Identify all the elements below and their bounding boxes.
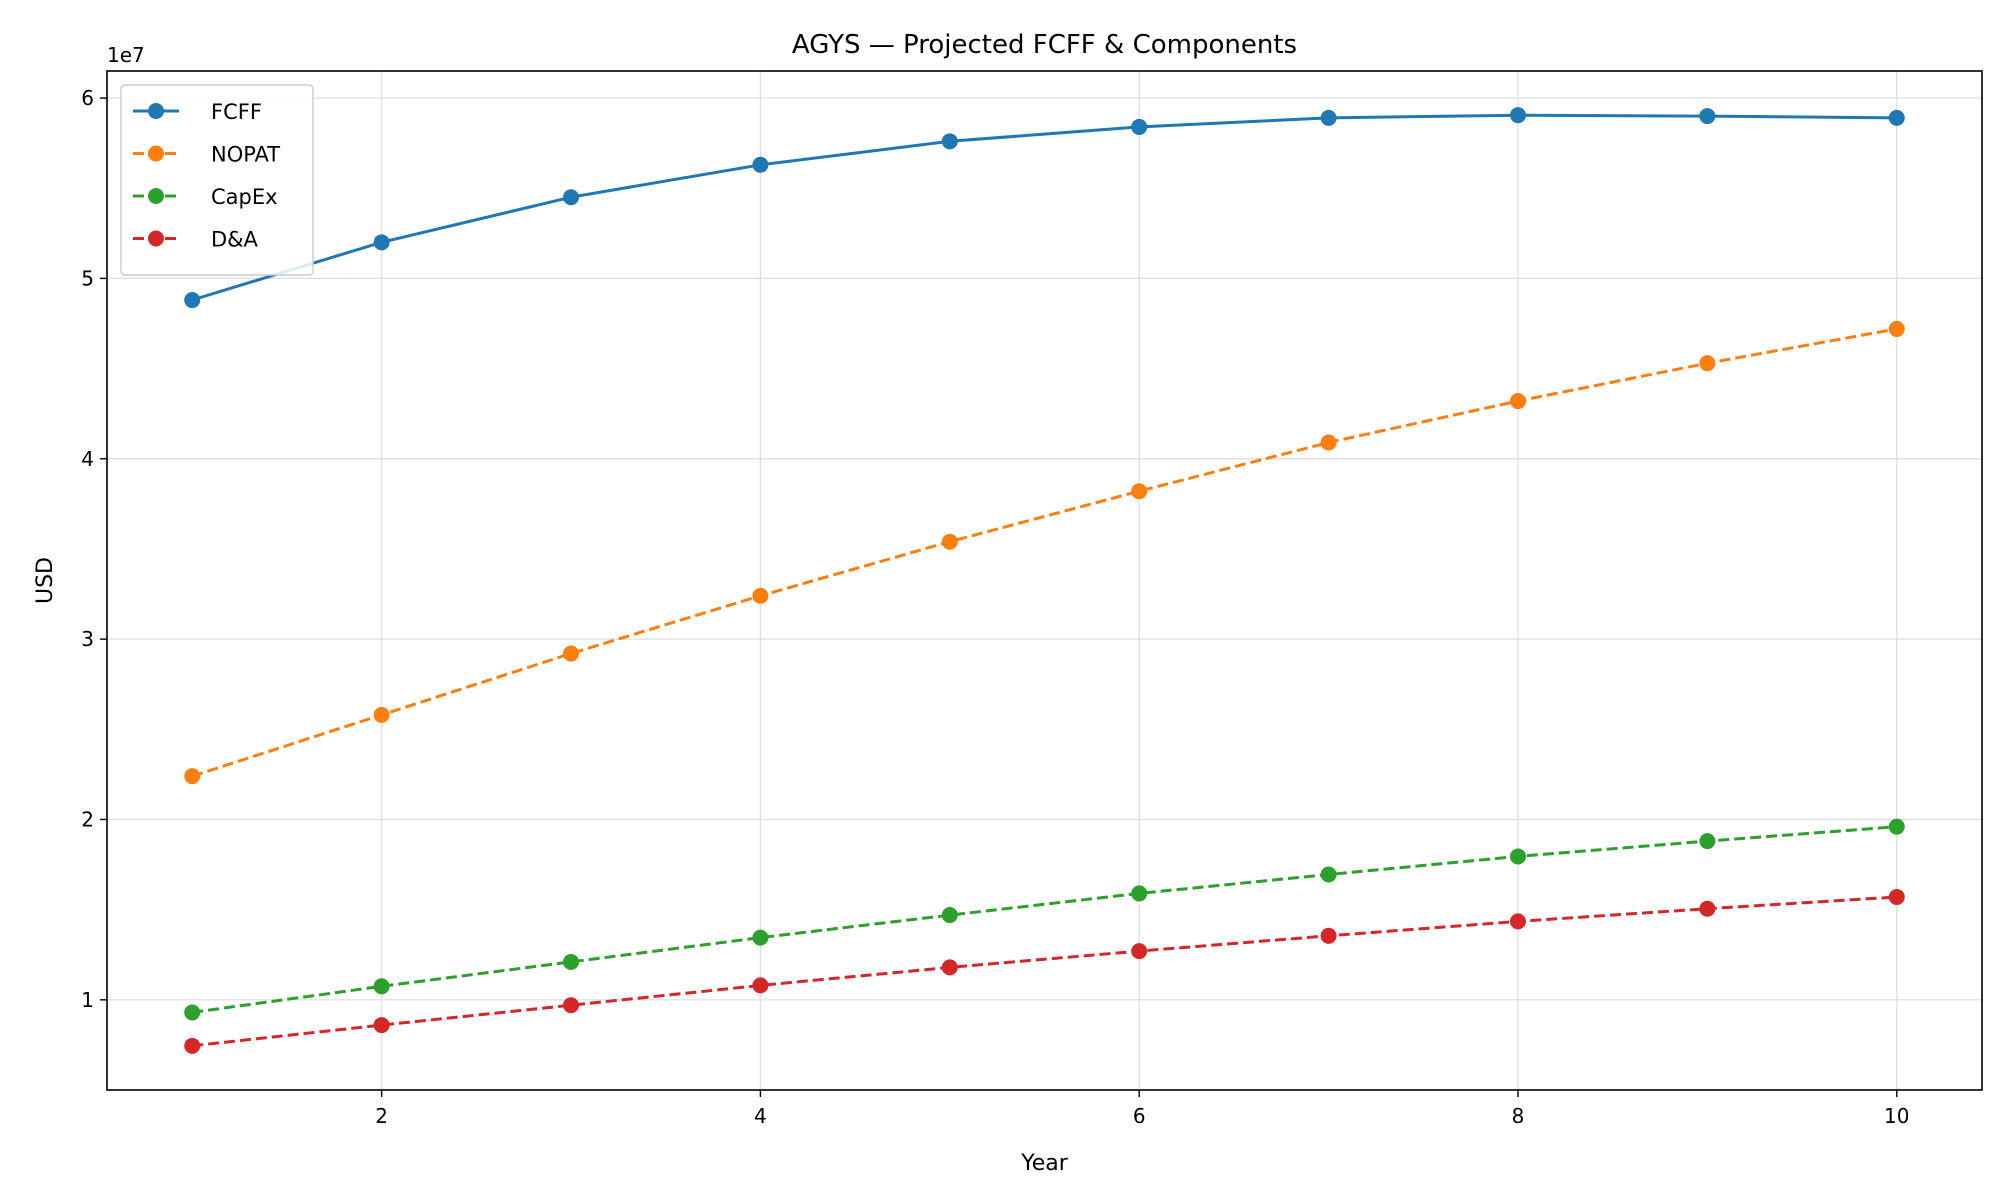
series-line bbox=[191, 113, 1897, 302]
legend: FCFF NOPAT CapEx D&A bbox=[120, 84, 314, 276]
data-point bbox=[373, 1017, 390, 1034]
y-tick-label: 2 bbox=[81, 807, 94, 831]
data-point bbox=[752, 156, 769, 173]
x-tick-label: 6 bbox=[1133, 1104, 1146, 1128]
data-point bbox=[1131, 943, 1148, 960]
data-point bbox=[941, 533, 958, 550]
data-point bbox=[752, 977, 769, 994]
legend-swatch-marker bbox=[148, 230, 164, 247]
legend-swatch-marker bbox=[148, 145, 164, 162]
data-point bbox=[1699, 900, 1716, 917]
data-point bbox=[1131, 885, 1148, 902]
data-point bbox=[563, 953, 580, 970]
legend-swatch-marker bbox=[148, 103, 164, 119]
series-line bbox=[191, 327, 1898, 778]
data-point bbox=[563, 645, 580, 662]
grid-lines bbox=[107, 71, 1982, 1090]
data-point bbox=[1699, 355, 1716, 372]
data-point bbox=[1888, 320, 1905, 337]
plot-frame bbox=[106, 70, 1983, 1091]
series-fcff bbox=[184, 107, 1905, 309]
x-tick-label: 4 bbox=[754, 1104, 767, 1128]
legend-swatch-marker bbox=[148, 188, 164, 204]
data-point bbox=[752, 929, 769, 946]
data-point bbox=[752, 587, 769, 604]
y-tick-label: 4 bbox=[81, 447, 94, 471]
data-point bbox=[1320, 109, 1337, 126]
series-d-a bbox=[184, 889, 1905, 1054]
legend-item: NOPAT bbox=[133, 143, 280, 167]
legend-label: CapEx bbox=[211, 185, 278, 209]
series-capex bbox=[184, 818, 1905, 1021]
x-tick-label: 2 bbox=[375, 1104, 388, 1128]
series-line bbox=[192, 895, 1897, 1048]
data-point bbox=[184, 292, 201, 309]
x-axis-label: Year bbox=[1020, 1151, 1069, 1176]
data-point bbox=[1320, 927, 1337, 944]
data-point bbox=[1888, 818, 1905, 835]
data-point bbox=[1320, 434, 1337, 451]
legend-label: D&A bbox=[211, 228, 259, 252]
data-point bbox=[941, 907, 958, 924]
legend-label: NOPAT bbox=[211, 143, 280, 167]
data-point bbox=[1509, 848, 1526, 865]
legend-label: FCFF bbox=[211, 100, 262, 124]
chart-title: AGYS — Projected FCFF & Components bbox=[792, 30, 1297, 60]
data-point bbox=[1888, 889, 1905, 906]
data-point bbox=[184, 1004, 201, 1021]
legend-box bbox=[120, 84, 314, 276]
data-point bbox=[941, 133, 958, 150]
y-tick-label: 5 bbox=[81, 266, 94, 290]
data-point bbox=[373, 706, 390, 723]
x-tick-label: 8 bbox=[1512, 1104, 1525, 1128]
data-point bbox=[1509, 393, 1526, 410]
data-point bbox=[373, 978, 390, 995]
series-lines bbox=[184, 107, 1905, 1054]
series-nopat bbox=[184, 320, 1905, 785]
data-point bbox=[1699, 833, 1716, 850]
data-point bbox=[1131, 483, 1148, 500]
y-axis-label: USD bbox=[33, 557, 58, 604]
data-point bbox=[563, 997, 580, 1014]
data-point bbox=[1509, 107, 1526, 124]
legend-item: D&A bbox=[133, 228, 259, 252]
y-tick-label: 1 bbox=[81, 988, 94, 1012]
data-point bbox=[1131, 118, 1148, 135]
y-axis-offset-label: 1e7 bbox=[107, 43, 145, 67]
data-point bbox=[563, 189, 580, 206]
data-point bbox=[373, 234, 390, 251]
data-point bbox=[184, 1037, 201, 1054]
y-tick-label: 3 bbox=[81, 627, 94, 651]
series-line bbox=[191, 825, 1897, 1014]
data-point bbox=[1888, 109, 1905, 126]
x-tick-label: 10 bbox=[1884, 1104, 1909, 1128]
data-point bbox=[184, 768, 201, 785]
data-point bbox=[1320, 866, 1337, 883]
data-point bbox=[941, 959, 958, 976]
y-tick-label: 6 bbox=[81, 86, 94, 110]
data-point bbox=[1699, 108, 1716, 125]
legend-item: CapEx bbox=[133, 185, 278, 209]
data-point bbox=[1509, 913, 1526, 930]
legend-item: FCFF bbox=[133, 100, 262, 124]
